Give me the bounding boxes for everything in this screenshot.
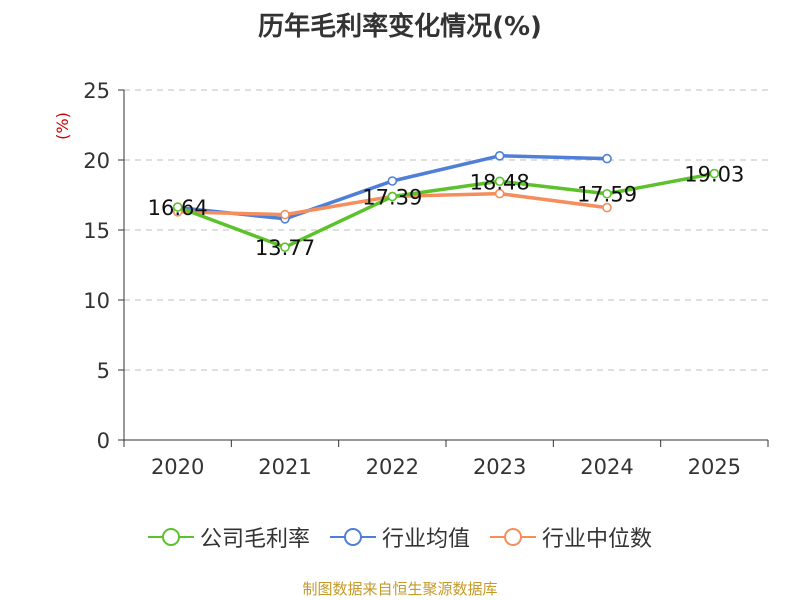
data-point-company: [387, 191, 398, 202]
legend-label-company: 公司毛利率: [199, 527, 310, 552]
data-label: 13.77: [255, 236, 315, 260]
data-label: 17.39: [362, 186, 422, 210]
data-point-industry-avg: [494, 151, 505, 161]
x-tick-label: 2023: [473, 455, 526, 479]
data-labels: 16.64 13.77 17.39 18.48 17.59 19.03: [148, 163, 745, 261]
data-point-company: [494, 176, 505, 187]
legend-item-industry-avg[interactable]: 行业均值: [329, 521, 470, 553]
data-label: 17.59: [577, 183, 637, 207]
legend-industry-avg-line-icon: [329, 528, 376, 546]
data-label: 16.64: [148, 196, 208, 220]
legend-item-industry-median[interactable]: 行业中位数: [490, 521, 652, 553]
series-line-company: [177, 171, 715, 249]
data-point-company: [709, 168, 720, 179]
x-tick-label: 2024: [580, 455, 633, 479]
data-point-industry-avg: [602, 153, 612, 164]
grid-lines: [124, 89, 768, 371]
series-lines: [172, 151, 720, 253]
legend-item-company[interactable]: 公司毛利率: [147, 521, 310, 553]
legend-label-industry-median: 行业中位数: [542, 527, 653, 552]
x-tick-label: 2022: [366, 455, 419, 479]
data-label: 19.03: [684, 163, 744, 187]
y-tick-label: 5: [97, 359, 110, 383]
x-tick-label: 2021: [258, 455, 311, 479]
y-tick-label: 15: [83, 219, 110, 243]
legend: 公司毛利率 行业均值 行业中位数: [0, 520, 800, 554]
data-point-industry-median: [280, 209, 290, 220]
data-point-industry-median: [602, 202, 612, 213]
data-label: 18.48: [470, 170, 530, 194]
chart-title: 历年毛利率变化情况(%): [258, 12, 542, 42]
y-tick-label: 20: [83, 149, 110, 173]
y-tick-label: 10: [83, 289, 110, 313]
legend-company-line-icon: [147, 528, 194, 546]
data-point-company: [172, 202, 183, 212]
legend-industry-median-line-icon: [490, 528, 536, 546]
data-point-company: [602, 188, 612, 199]
x-tick-label: 2020: [151, 455, 204, 479]
y-tick-label: 25: [83, 79, 110, 103]
x-tick-label: 2025: [688, 455, 741, 479]
source-note: 制图数据来自恒生聚源数据库: [302, 580, 498, 598]
y-tick-label: 0: [97, 429, 110, 453]
data-point-industry-avg: [387, 176, 398, 186]
data-point-industry-median: [494, 188, 505, 199]
legend-label-industry-avg: 行业均值: [381, 527, 470, 552]
y-axis-label: (%): [53, 112, 72, 140]
data-point-company: [280, 242, 290, 253]
